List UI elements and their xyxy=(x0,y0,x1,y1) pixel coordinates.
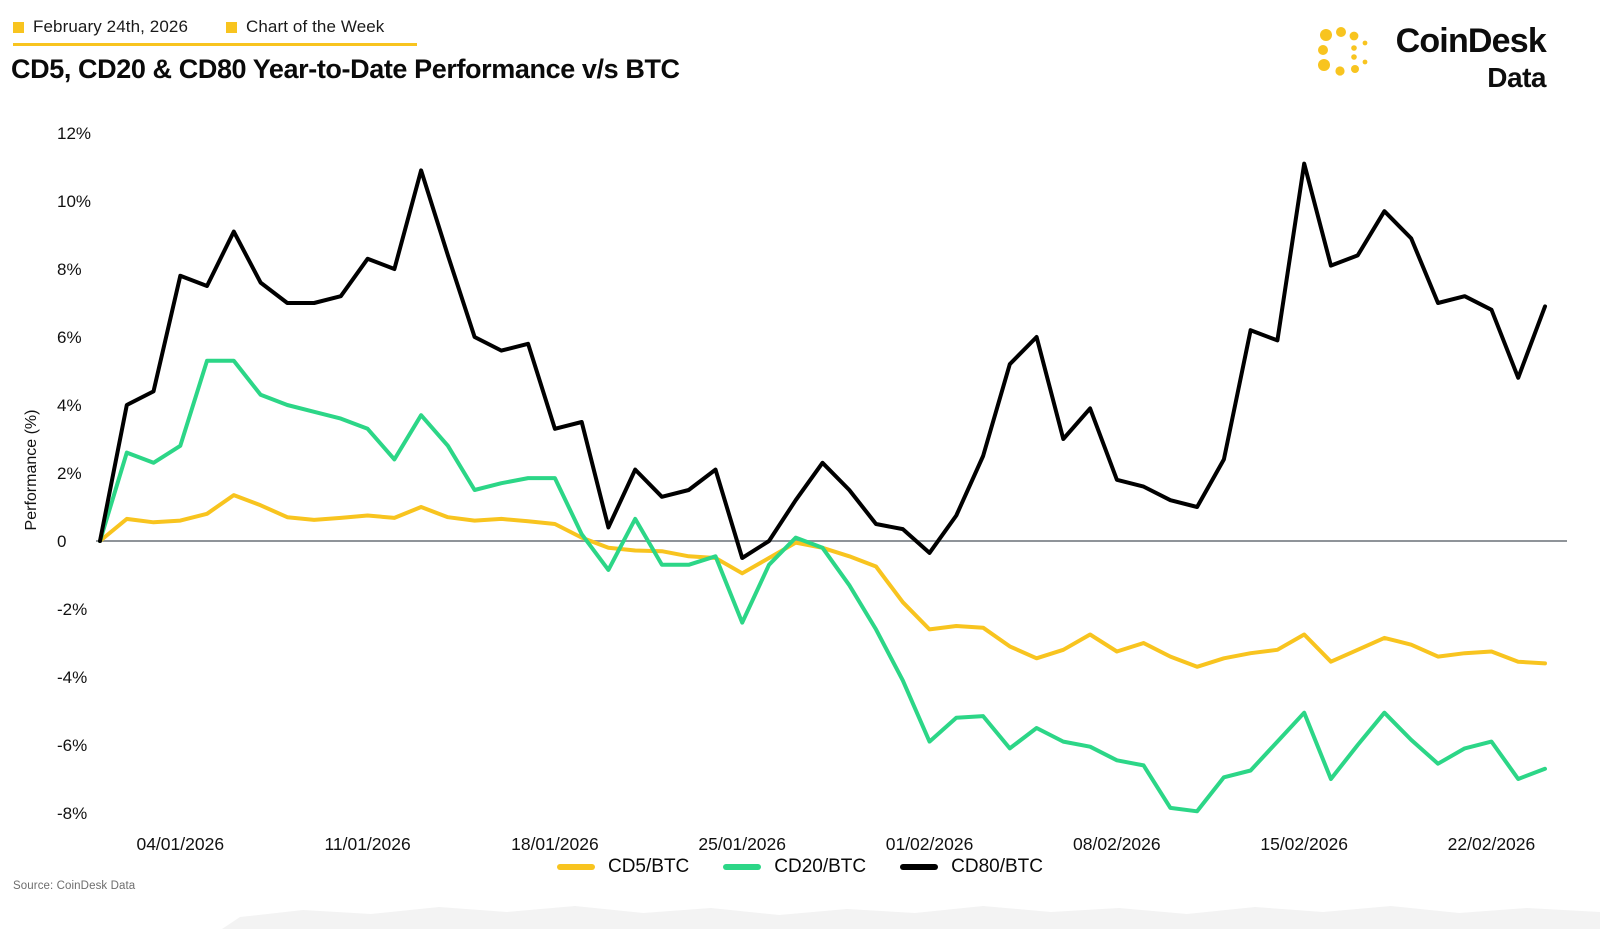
y-tick-label: -6% xyxy=(57,736,87,755)
kicker-underline xyxy=(13,43,417,46)
x-tick-label: 11/01/2026 xyxy=(324,834,410,854)
series-line-cd5-btc xyxy=(98,493,1547,669)
kicker-date-label: February 24th, 2026 xyxy=(33,17,188,36)
y-axis-title: Performance (%) xyxy=(23,410,40,531)
chart-legend: CD5/BTC CD20/BTC CD80/BTC xyxy=(0,856,1600,878)
legend-swatch-cd80-icon xyxy=(900,864,939,870)
y-tick-label: 12% xyxy=(57,124,91,143)
y-tick-label: 8% xyxy=(57,260,82,279)
kicker-series-label: Chart of the Week xyxy=(246,17,385,36)
square-bullet-icon xyxy=(226,22,237,33)
y-tick-label: -8% xyxy=(57,804,87,823)
y-tick-label: 10% xyxy=(57,192,91,211)
x-tick-label: 15/02/2026 xyxy=(1260,834,1348,854)
legend-label-cd20: CD20/BTC xyxy=(774,856,867,877)
y-tick-label: 0 xyxy=(57,532,66,551)
x-tick-label: 04/01/2026 xyxy=(136,834,224,854)
logo-sub-text: Data xyxy=(1487,62,1546,93)
legend-label-cd80: CD80/BTC xyxy=(951,856,1043,877)
legend-item-cd5: CD5/BTC xyxy=(556,856,690,878)
x-tick-label: 22/02/2026 xyxy=(1448,834,1536,854)
y-tick-label: 2% xyxy=(57,464,82,483)
y-tick-label: -4% xyxy=(57,668,87,687)
y-tick-label: 4% xyxy=(57,396,82,415)
y-tick-label: 6% xyxy=(57,328,82,347)
legend-item-cd20: CD20/BTC xyxy=(723,856,866,878)
x-tick-label: 18/01/2026 xyxy=(511,834,599,854)
bottom-decorative-band xyxy=(222,906,1600,929)
x-tick-label: 08/02/2026 xyxy=(1073,834,1161,854)
square-bullet-icon xyxy=(13,22,24,33)
source-text: Source: CoinDesk Data xyxy=(13,880,136,892)
x-tick-label: 01/02/2026 xyxy=(886,834,974,854)
legend-item-cd80: CD80/BTC xyxy=(900,856,1043,878)
series-line-cd80-btc xyxy=(98,161,1547,560)
legend-label-cd5: CD5/BTC xyxy=(607,856,690,877)
kicker-series-item: Chart of the Week xyxy=(226,17,384,37)
kicker-row: February 24th, 2026 Chart of the Week xyxy=(13,17,384,37)
logo-brand-text: CoinDesk xyxy=(1395,22,1547,60)
coindesk-dotted-c-icon xyxy=(1318,27,1368,76)
series-line-cd20-btc xyxy=(98,358,1547,814)
y-tick-label: -2% xyxy=(57,600,87,619)
coindesk-logo: CoinDesk Data xyxy=(1395,22,1547,93)
x-tick-label: 25/01/2026 xyxy=(698,834,786,854)
kicker-date-item: February 24th, 2026 xyxy=(13,17,188,37)
legend-swatch-cd5-icon xyxy=(556,864,595,870)
legend-swatch-cd20-icon xyxy=(723,864,762,870)
page-title: CD5, CD20 & CD80 Year-to-Date Performanc… xyxy=(11,54,680,84)
